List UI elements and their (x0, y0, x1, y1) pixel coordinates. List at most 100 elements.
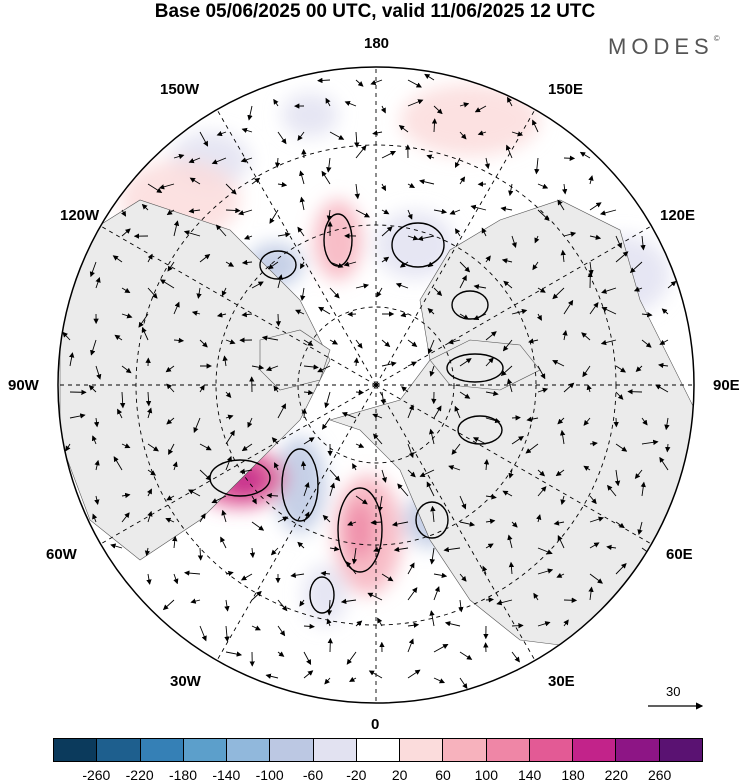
wind-vector (166, 383, 175, 393)
wind-vector (528, 338, 539, 344)
wind-vector (589, 440, 598, 447)
wind-vector (557, 199, 565, 211)
wind-vector (300, 460, 307, 471)
wind-vector (507, 378, 513, 393)
wind-vector (199, 384, 205, 393)
wind-vector (251, 495, 257, 505)
map-border (57, 66, 695, 704)
wind-vector (511, 131, 524, 137)
wind-vector (277, 403, 286, 419)
wind-vector (147, 510, 153, 523)
wind-vector (407, 562, 415, 575)
wind-vector (459, 131, 467, 140)
wind-vector (329, 261, 344, 268)
wind-vector (395, 282, 409, 289)
wind-vector (317, 365, 331, 373)
wind-vector (537, 621, 551, 627)
wind-vector (380, 391, 386, 405)
wind-vector (444, 621, 461, 627)
wind-vector (581, 332, 591, 341)
wind-vector (607, 484, 617, 497)
wind-vector (166, 417, 175, 425)
wind-vectors (62, 73, 677, 690)
colorbar (53, 738, 703, 762)
colorbar-tick-label: -140 (212, 767, 241, 783)
wind-vector (345, 561, 357, 575)
wind-vector (537, 387, 549, 393)
colorbar-tick-label: 260 (647, 767, 672, 783)
wind-vector (147, 183, 163, 193)
wind-vector (485, 417, 501, 424)
lon-label-30w: 30W (170, 673, 201, 690)
wind-vector (454, 405, 461, 419)
wind-vector (119, 391, 126, 409)
wind-vector (168, 443, 175, 456)
wind-vector (532, 119, 539, 133)
wind-vector (241, 127, 253, 133)
meridian-line (375, 384, 536, 661)
wind-vector (191, 310, 201, 316)
wind-vector (563, 382, 575, 393)
wind-vector (222, 355, 228, 367)
wind-vector (173, 301, 180, 315)
wind-vector (117, 408, 123, 419)
contour-line (451, 290, 489, 320)
wind-vector (508, 183, 514, 197)
wind-vector (430, 505, 436, 523)
wind-vector (251, 521, 265, 531)
contour-lines (209, 213, 504, 614)
wind-vector (433, 105, 443, 115)
wind-vector (500, 365, 513, 377)
wind-vector (473, 284, 487, 290)
wind-vector (62, 331, 71, 341)
wind-vector (277, 274, 283, 289)
wind-vector (275, 313, 282, 327)
wind-vector (664, 417, 670, 431)
wind-vector (238, 209, 253, 216)
wind-vector (220, 536, 227, 549)
wind-vector (184, 570, 201, 576)
wind-vector (297, 131, 305, 141)
wind-vector (426, 154, 435, 160)
wind-vector (172, 461, 178, 471)
wind-vector (193, 417, 201, 434)
wind-vector (641, 439, 659, 446)
wind-vector (537, 287, 546, 293)
wind-vector (380, 105, 386, 114)
meridian-line (216, 109, 377, 386)
wind-vector (589, 542, 600, 549)
colorbar-cell (97, 739, 141, 761)
wind-vector (511, 622, 524, 629)
wind-vector (251, 625, 261, 631)
wind-vector (429, 547, 435, 565)
wind-vector (417, 235, 435, 241)
meridian-line (375, 384, 652, 545)
wind-vector (297, 226, 305, 237)
wind-vector (537, 568, 554, 575)
wind-vector (601, 287, 617, 294)
lon-label-150e: 150E (548, 81, 584, 98)
wind-vector (120, 209, 127, 217)
wind-vector (635, 365, 643, 372)
wind-vector (588, 175, 594, 185)
wind-vector (173, 153, 185, 160)
wind-vector (525, 443, 539, 454)
wind-vector (589, 495, 597, 505)
wind-vector (303, 364, 319, 370)
anomaly-patch (346, 500, 374, 560)
wind-vector (95, 277, 101, 289)
wind-vector (166, 209, 175, 216)
wind-vector (165, 517, 175, 523)
wind-vector (225, 391, 232, 398)
wind-vector (251, 590, 262, 601)
contour-line (391, 222, 445, 268)
wind-vector (508, 469, 514, 479)
wind-vector (147, 287, 158, 299)
latitude-circle (297, 306, 455, 464)
wind-vector (579, 151, 591, 159)
colorbar-cell (529, 739, 574, 761)
wind-vector (355, 620, 363, 627)
wind-vector (586, 384, 592, 393)
wind-vector (225, 183, 237, 195)
wind-vector (355, 209, 371, 218)
